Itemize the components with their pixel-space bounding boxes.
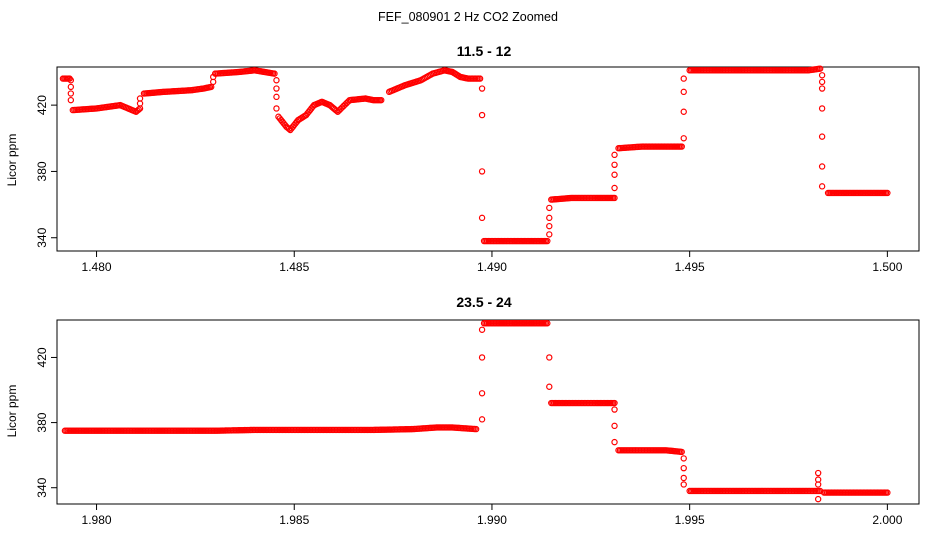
panel-1-x-axis: 1.480 1.485 1.490 1.495 1.500 [82, 250, 903, 274]
y-tick-label: 340 [35, 477, 49, 497]
data-point [476, 75, 484, 82]
y-tick-label: 420 [35, 95, 49, 115]
data-point [544, 320, 551, 327]
data-point [478, 168, 486, 175]
data-point [273, 105, 280, 112]
data-point [478, 111, 486, 119]
data-point [818, 78, 826, 86]
data-point [546, 214, 553, 222]
x-tick-label: 1.990 [477, 513, 507, 527]
figure-title: FEF_080901 2 Hz CO2 Zoomed [378, 10, 558, 24]
data-point [478, 416, 486, 423]
data-point [818, 85, 826, 92]
y-tick-label: 380 [35, 161, 49, 181]
panel-1-y-axis: 340 380 420 [35, 95, 57, 248]
data-point [546, 222, 553, 230]
data-point [814, 469, 822, 477]
data-point [814, 481, 822, 488]
data-point [478, 85, 486, 92]
data-point [816, 65, 824, 72]
panel-2-x-axis: 1.980 1.985 1.990 1.995 2.000 [82, 503, 903, 527]
panel-1-ylabel: Licor ppm [5, 134, 19, 187]
data-point [67, 90, 75, 97]
data-point [611, 422, 618, 430]
data-point [273, 77, 280, 84]
data-point [680, 474, 687, 482]
data-point [884, 189, 891, 197]
x-tick-label: 1.495 [675, 260, 705, 274]
x-tick-label: 1.480 [82, 260, 112, 274]
data-point [680, 108, 687, 115]
data-point [67, 96, 75, 104]
data-point [680, 135, 687, 142]
data-point [818, 72, 826, 79]
panel-1-title: 11.5 - 12 [457, 43, 512, 59]
x-tick-label: 2.000 [872, 513, 902, 527]
x-tick-label: 1.500 [872, 260, 902, 274]
data-point [680, 455, 687, 462]
data-point [611, 406, 618, 413]
data-point [611, 161, 618, 168]
data-point [611, 151, 618, 159]
y-tick-label: 420 [35, 347, 49, 367]
y-tick-label: 380 [35, 412, 49, 432]
data-point [136, 95, 144, 102]
panel-1: 11.5 - 12 Licor ppm 1.480 1.485 1.490 1.495… [5, 43, 920, 274]
data-point [818, 133, 826, 140]
data-point [611, 438, 618, 446]
data-point [273, 93, 280, 101]
panel-2-ylabel: Licor ppm [5, 385, 19, 438]
data-point [611, 399, 618, 407]
data-point [818, 163, 826, 170]
data-point [816, 487, 824, 495]
x-tick-label: 1.490 [477, 260, 507, 274]
data-point [546, 383, 553, 390]
panel-2-plot-box [56, 319, 920, 505]
y-tick-label: 340 [35, 227, 49, 247]
data-point [271, 70, 278, 77]
data-point [472, 425, 480, 433]
data-point [209, 73, 217, 81]
data-point [818, 183, 826, 190]
x-tick-label: 1.485 [279, 260, 309, 274]
data-point [67, 83, 75, 91]
data-point [273, 85, 280, 92]
data-point [611, 171, 618, 178]
data-point [680, 75, 687, 82]
x-tick-label: 1.995 [675, 513, 705, 527]
panel-2-y-axis: 340 380 420 [35, 347, 57, 498]
data-point [678, 448, 685, 456]
data-point [611, 184, 618, 192]
data-point [678, 143, 685, 150]
panel-2: 23.5 - 24 Licor ppm 1.980 1.985 1.990 1.995… [5, 294, 920, 527]
data-point [814, 495, 822, 503]
data-point [135, 106, 142, 113]
data-point [680, 88, 687, 96]
panel-1-points [59, 65, 891, 245]
data-point [546, 204, 553, 212]
data-point [680, 481, 687, 488]
panel-2-points [61, 320, 891, 503]
data-point [818, 105, 826, 112]
data-point [478, 390, 486, 397]
data-point [544, 237, 551, 245]
data-point [478, 354, 486, 361]
data-point [611, 194, 618, 202]
data-point [67, 77, 75, 84]
data-point [546, 354, 553, 361]
data-point [478, 326, 486, 333]
panel-1-plot-box [56, 66, 920, 252]
data-point [680, 464, 687, 472]
panel-2-title: 23.5 - 24 [456, 294, 511, 310]
x-tick-label: 1.980 [82, 513, 112, 527]
data-point [884, 489, 891, 496]
x-tick-label: 1.985 [279, 513, 309, 527]
data-point [478, 214, 486, 222]
data-point [378, 96, 385, 104]
data-point [546, 231, 553, 238]
